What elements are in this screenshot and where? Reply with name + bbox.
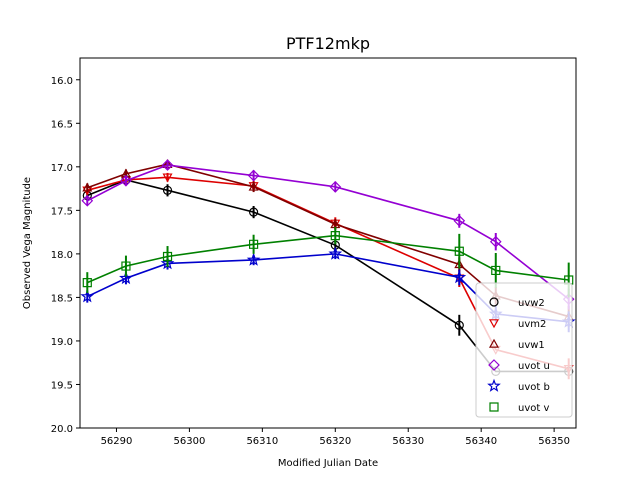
legend-marker-uvw2	[489, 297, 499, 307]
plot-area-frame	[79, 57, 577, 429]
data-point-uvot-u	[120, 174, 132, 187]
data-point-uvot-b	[328, 246, 343, 260]
y-tick-label: 19.5	[51, 380, 73, 391]
y-axis-label: Observed Vega Magnitude	[22, 177, 33, 309]
x-tick-label: 56350	[538, 436, 570, 447]
x-axis-label: Modified Julian Date	[278, 458, 378, 469]
data-point-uvw1	[82, 182, 93, 192]
legend-label-uvm2: uvm2	[518, 319, 546, 330]
legend-label-uvw1: uvw1	[518, 340, 545, 351]
series-line-uvot-u	[86, 164, 570, 300]
data-point-uvw2	[249, 207, 259, 217]
data-point-uvot-b	[119, 271, 133, 285]
data-point-uvot-v	[564, 275, 574, 285]
legend-marker-uvot-u	[488, 359, 500, 371]
x-tick-label: 56340	[465, 436, 497, 447]
y-tick-label: 17.5	[51, 206, 73, 217]
data-point-uvot-u	[329, 180, 342, 193]
data-point-uvw2	[162, 185, 173, 195]
legend-marker-uvot-v	[489, 402, 499, 412]
data-point-uvot-b	[246, 252, 261, 266]
x-tick-label: 56310	[246, 436, 278, 447]
data-point-uvot-u	[161, 159, 174, 171]
x-tick-label: 56290	[101, 436, 133, 447]
series-line-uvot-v	[86, 234, 569, 284]
legend-marker-uvot-b	[487, 378, 501, 392]
x-axis: 56290 56300 56310 56320 56330 56340 56350	[101, 428, 570, 447]
data-point-uvot-v	[330, 231, 340, 241]
y-tick-label: 19.0	[51, 337, 73, 348]
y-tick-label: 18.0	[51, 250, 73, 261]
data-point-uvot-u	[453, 214, 466, 227]
chart-title: PTF12mkp	[286, 34, 370, 53]
data-point-uvot-u	[81, 194, 94, 207]
legend-marker-uvm2	[488, 319, 500, 329]
data-point-uvot-b	[452, 270, 467, 284]
legend-marker-uvw1	[488, 338, 500, 348]
data-point-uvot-v	[454, 246, 464, 256]
legend-label-uvw2: uvw2	[518, 298, 545, 309]
legend-label-uvot-b: uvot b	[518, 382, 550, 393]
data-point-uvot-v	[249, 239, 259, 249]
data-point-uvw2	[454, 320, 464, 330]
data-point-uvot-u	[489, 235, 502, 248]
data-point-uvot-v	[491, 265, 501, 276]
x-tick-label: 56330	[392, 436, 424, 447]
legend-label-uvot-v: uvot v	[518, 403, 549, 414]
x-tick-label: 56320	[319, 436, 351, 447]
data-point-uvot-v	[162, 251, 173, 262]
legend: uvw2 uvm2 uvw1 uvot u uvot b uvot v	[475, 282, 573, 418]
data-point-uvw1	[248, 181, 259, 191]
x-tick-label: 56300	[174, 436, 206, 447]
y-tick-label: 16.5	[51, 119, 73, 130]
legend-box	[475, 282, 573, 418]
data-point-uvot-u	[247, 169, 260, 182]
y-tick-label: 18.5	[51, 293, 73, 304]
y-tick-label: 20.0	[51, 424, 73, 435]
y-axis: 16.0 16.5 17.0 17.5 18.0 18.5 19.0 19.5 20.0	[51, 76, 80, 435]
data-point-uvot-b	[80, 289, 95, 303]
y-tick-label: 16.0	[51, 76, 73, 87]
data-point-uvot-v	[121, 261, 131, 271]
data-point-uvot-v	[82, 278, 92, 288]
data-point-uvm2	[162, 173, 173, 183]
y-tick-label: 17.0	[51, 163, 73, 174]
legend-label-uvot-u: uvot u	[518, 361, 550, 372]
